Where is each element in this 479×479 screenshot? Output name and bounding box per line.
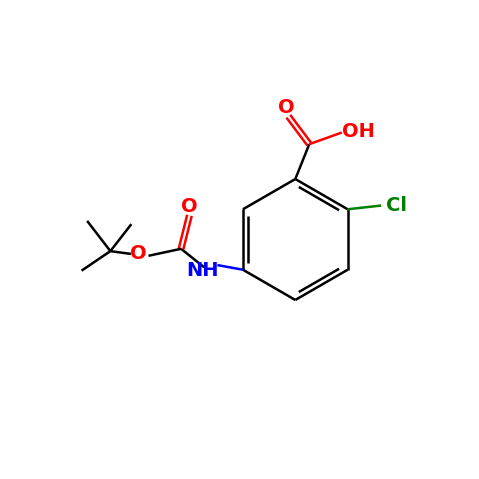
Text: O: O — [130, 244, 147, 263]
Text: O: O — [278, 98, 294, 117]
Text: OH: OH — [342, 122, 375, 141]
Text: Cl: Cl — [386, 196, 407, 215]
Text: O: O — [181, 197, 198, 217]
Text: NH: NH — [186, 261, 218, 280]
